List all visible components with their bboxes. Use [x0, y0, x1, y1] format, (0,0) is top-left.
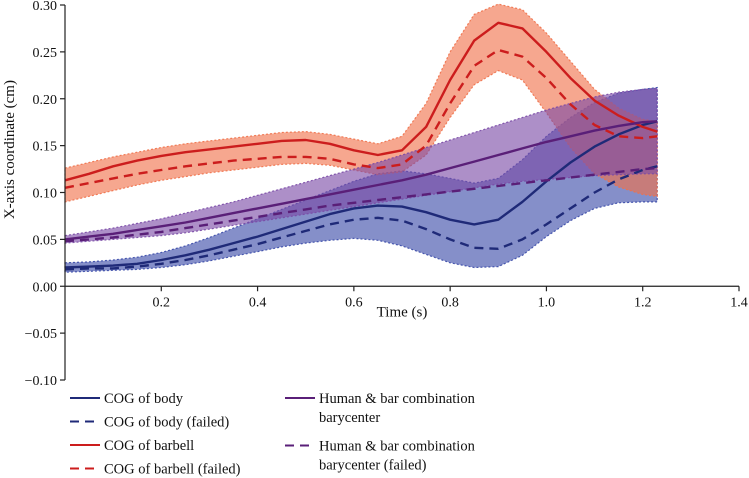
x-axis-title: Time (s) — [377, 304, 428, 320]
series-line-cog-of-body-failed — [64, 165, 658, 271]
legend-label: COG of barbell — [104, 438, 194, 454]
series-line-cog-of-body — [64, 120, 658, 269]
y-tick-label: −0.05 — [25, 327, 57, 342]
y-tick-label: 0.25 — [33, 46, 58, 61]
legend-item-human-and-bar-combination-barycenter: Human & bar combination barycenter — [285, 391, 476, 426]
y-tick-label: 0.20 — [33, 93, 58, 108]
legend-item-cog-of-barbell: COG of barbell — [70, 438, 194, 454]
x-tick-label: 0.4 — [249, 295, 267, 310]
legend-label: COG of body — [104, 391, 184, 407]
legend-label: COG of body (failed) — [104, 415, 229, 431]
legend-label: barycenter (failed) — [319, 458, 427, 474]
y-tick-label: 0.30 — [33, 0, 58, 14]
legend-label: Human & bar combination — [319, 391, 476, 407]
x-tick-label: 0.6 — [345, 295, 363, 310]
legend-item-cog-of-barbell-failed: COG of barbell (failed) — [70, 462, 241, 478]
legend-label: Human & bar combination — [319, 439, 476, 455]
legend-item-human-and-bar-combination-barycenter-failed: Human & bar combination barycenter (faile… — [285, 439, 476, 474]
y-tick-label: 0.00 — [33, 280, 58, 295]
series-line-human-and-bar-combination-barycenter — [64, 120, 658, 241]
y-tick-label: 0.05 — [33, 233, 58, 248]
legend: COG of body COG of body (failed) COG of ba… — [70, 391, 476, 478]
y-tick-label: 0.15 — [33, 140, 58, 155]
x-tick-label: 0.2 — [153, 295, 171, 310]
x-tick-label: 1.4 — [730, 295, 748, 310]
axes: 0.2 0.4 0.6 0.8 1.0 1.2 1.4 0.30 0.25 0.20 0.15 0.1… — [2, 0, 748, 389]
legend-item-cog-of-body-failed: COG of body (failed) — [70, 415, 229, 431]
series-line-human-and-bar-combination-barycenter-failed — [64, 166, 658, 243]
series-line-cog-of-barbell-failed — [64, 48, 658, 189]
band-cog-of-barbell — [64, 3, 658, 203]
confidence-bands — [64, 3, 658, 273]
legend-label: COG of barbell (failed) — [104, 462, 241, 478]
x-tick-label: 0.8 — [441, 295, 459, 310]
legend-item-cog-of-body: COG of body — [70, 391, 184, 407]
band-human-and-bar-combination-barycenter — [64, 87, 658, 244]
series-line-cog-of-barbell — [64, 21, 658, 182]
x-tick-label: 1.0 — [538, 295, 556, 310]
series-lines — [64, 21, 658, 271]
y-tick-label: −0.10 — [25, 374, 57, 389]
x-tick-label: 1.2 — [634, 295, 652, 310]
legend-label: barycenter — [319, 410, 380, 426]
y-tick-label: 0.10 — [33, 187, 58, 202]
y-axis-title: X-axis coordinate (cm) — [2, 80, 18, 219]
